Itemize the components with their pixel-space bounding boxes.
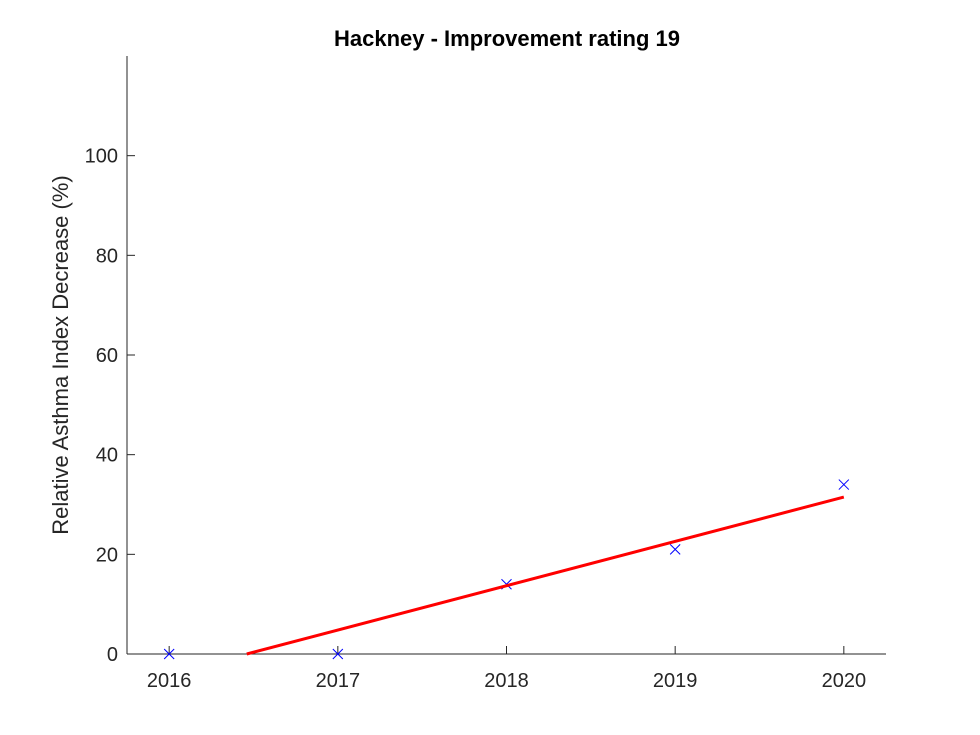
y-tick-label: 100 [85, 146, 118, 168]
x-tick-label: 2019 [653, 670, 698, 692]
y-tick-label: 40 [96, 445, 118, 467]
trend-line [246, 495, 845, 656]
data-point [669, 543, 681, 555]
y-tick-label: 0 [107, 644, 118, 666]
data-point [163, 648, 175, 660]
x-tick-label: 2017 [316, 670, 361, 692]
y-axis-label: Relative Asthma Index Decrease (%) [48, 175, 73, 535]
plot-area [163, 479, 850, 660]
y-tick-label: 60 [96, 345, 118, 367]
y-tick-label: 80 [96, 245, 118, 267]
data-point [838, 479, 850, 490]
y-tick-label: 20 [96, 544, 118, 566]
data-point [332, 648, 344, 660]
chart-title: Hackney - Improvement rating 19 [334, 26, 680, 51]
x-tick-label: 2020 [822, 670, 867, 692]
x-tick-label: 2016 [147, 670, 192, 692]
x-tick-label: 2018 [484, 670, 529, 692]
ticks-group: 2016 2017 2018 2019 2020 0 20 40 60 80 100 [85, 146, 866, 692]
